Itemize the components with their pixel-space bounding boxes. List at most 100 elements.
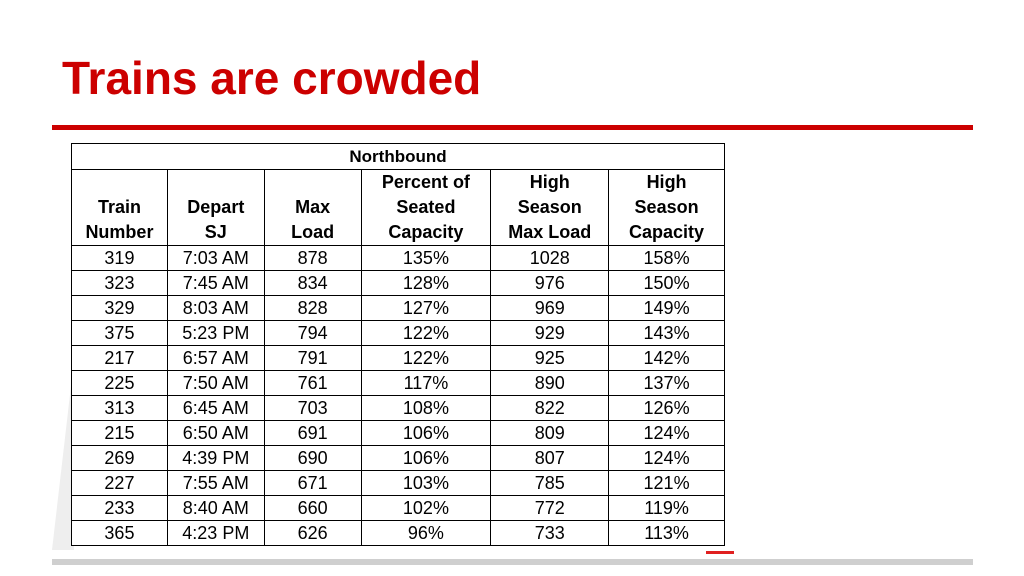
table-row: 313 6:45 AM 703 108% 822 126% bbox=[71, 395, 725, 421]
max-load-cell: 691 bbox=[263, 420, 362, 446]
high-season-max-load-cell: 772 bbox=[490, 495, 610, 521]
percent-seated-capacity-cell: 117% bbox=[360, 370, 492, 396]
column-header-line: SJ bbox=[204, 222, 227, 242]
percent-seated-capacity-cell: 122% bbox=[360, 345, 492, 371]
table-row: 319 7:03 AM 878 135% 1028 158% bbox=[71, 245, 725, 271]
high-season-max-load-cell: 929 bbox=[490, 320, 610, 346]
train-number-cell: 365 bbox=[71, 520, 168, 546]
table-row: 215 6:50 AM 691 106% 809 124% bbox=[71, 420, 725, 446]
depart-sj-cell: 8:40 AM bbox=[166, 495, 265, 521]
percent-seated-capacity-cell: 106% bbox=[360, 445, 492, 471]
high-season-max-load-cell: 976 bbox=[490, 270, 610, 296]
column-header-line: Number bbox=[85, 222, 154, 242]
percent-seated-capacity-cell: 122% bbox=[360, 320, 492, 346]
column-header: Percent of Seated Capacity bbox=[360, 169, 492, 246]
max-load-cell: 671 bbox=[263, 470, 362, 496]
high-season-capacity-cell: 124% bbox=[608, 420, 725, 446]
column-header: Max Load bbox=[263, 169, 362, 246]
high-season-max-load-cell: 809 bbox=[490, 420, 610, 446]
high-season-max-load-cell: 807 bbox=[490, 445, 610, 471]
train-number-cell: 375 bbox=[71, 320, 168, 346]
column-header-line: Train bbox=[97, 197, 141, 217]
max-load-cell: 626 bbox=[263, 520, 362, 546]
table-row: 233 8:40 AM 660 102% 772 119% bbox=[71, 495, 725, 521]
slide-title: Trains are crowded bbox=[62, 52, 482, 104]
depart-sj-cell: 7:50 AM bbox=[166, 370, 265, 396]
high-season-max-load-cell: 1028 bbox=[490, 245, 610, 271]
train-number-cell: 227 bbox=[71, 470, 168, 496]
depart-sj-cell: 4:23 PM bbox=[166, 520, 265, 546]
percent-seated-capacity-cell: 108% bbox=[360, 395, 492, 421]
high-season-max-load-cell: 925 bbox=[490, 345, 610, 371]
max-load-cell: 878 bbox=[263, 245, 362, 271]
percent-seated-capacity-cell: 106% bbox=[360, 420, 492, 446]
column-header-line: Max Load bbox=[508, 222, 592, 242]
max-load-cell: 791 bbox=[263, 345, 362, 371]
depart-sj-cell: 7:45 AM bbox=[166, 270, 265, 296]
table-row: 217 6:57 AM 791 122% 925 142% bbox=[71, 345, 725, 371]
column-header: High Season Capacity bbox=[608, 169, 725, 246]
column-header-line: High bbox=[529, 172, 570, 192]
high-season-capacity-cell: 150% bbox=[608, 270, 725, 296]
high-season-max-load-cell: 733 bbox=[490, 520, 610, 546]
high-season-max-load-cell: 969 bbox=[490, 295, 610, 321]
table-row: 329 8:03 AM 828 127% 969 149% bbox=[71, 295, 725, 321]
column-header-line: Season bbox=[634, 197, 699, 217]
column-header-line: Load bbox=[291, 222, 335, 242]
background-shading bbox=[52, 360, 74, 550]
depart-sj-cell: 7:55 AM bbox=[166, 470, 265, 496]
title-divider bbox=[52, 125, 973, 130]
table-row: 375 5:23 PM 794 122% 929 143% bbox=[71, 320, 725, 346]
column-header-line: Max bbox=[295, 197, 331, 217]
column-header-line: Depart bbox=[187, 197, 245, 217]
high-season-capacity-cell: 126% bbox=[608, 395, 725, 421]
column-header: Depart SJ bbox=[166, 169, 265, 246]
high-season-capacity-cell: 158% bbox=[608, 245, 725, 271]
depart-sj-cell: 4:39 PM bbox=[166, 445, 265, 471]
high-season-capacity-cell: 119% bbox=[608, 495, 725, 521]
high-season-max-load-cell: 785 bbox=[490, 470, 610, 496]
train-number-cell: 225 bbox=[71, 370, 168, 396]
high-season-capacity-cell: 113% bbox=[608, 520, 725, 546]
depart-sj-cell: 6:45 AM bbox=[166, 395, 265, 421]
high-season-capacity-cell: 121% bbox=[608, 470, 725, 496]
high-season-capacity-cell: 137% bbox=[608, 370, 725, 396]
train-number-cell: 319 bbox=[71, 245, 168, 271]
percent-seated-capacity-cell: 128% bbox=[360, 270, 492, 296]
column-header-line: Percent of bbox=[381, 172, 470, 192]
max-load-cell: 690 bbox=[263, 445, 362, 471]
column-header: High Season Max Load bbox=[490, 169, 610, 246]
max-load-cell: 828 bbox=[263, 295, 362, 321]
high-season-max-load-cell: 822 bbox=[490, 395, 610, 421]
train-number-cell: 313 bbox=[71, 395, 168, 421]
red-accent-mark bbox=[706, 551, 734, 554]
high-season-capacity-cell: 142% bbox=[608, 345, 725, 371]
group-header-northbound: Northbound bbox=[71, 143, 725, 170]
max-load-cell: 761 bbox=[263, 370, 362, 396]
train-number-cell: 329 bbox=[71, 295, 168, 321]
column-header-line: Capacity bbox=[629, 222, 705, 242]
train-number-cell: 215 bbox=[71, 420, 168, 446]
percent-seated-capacity-cell: 127% bbox=[360, 295, 492, 321]
train-number-cell: 323 bbox=[71, 270, 168, 296]
column-header-line: Season bbox=[517, 197, 582, 217]
table-row: 225 7:50 AM 761 117% 890 137% bbox=[71, 370, 725, 396]
max-load-cell: 834 bbox=[263, 270, 362, 296]
percent-seated-capacity-cell: 96% bbox=[360, 520, 492, 546]
column-header-line: High bbox=[646, 172, 687, 192]
depart-sj-cell: 6:50 AM bbox=[166, 420, 265, 446]
table-row: 365 4:23 PM 626 96% 733 113% bbox=[71, 520, 725, 546]
northbound-train-table: Northbound Train Number Depart SJ Max Load Per… bbox=[71, 143, 725, 546]
train-number-cell: 217 bbox=[71, 345, 168, 371]
max-load-cell: 794 bbox=[263, 320, 362, 346]
group-header-row: Northbound bbox=[71, 143, 725, 170]
percent-seated-capacity-cell: 103% bbox=[360, 470, 492, 496]
percent-seated-capacity-cell: 102% bbox=[360, 495, 492, 521]
train-number-cell: 233 bbox=[71, 495, 168, 521]
high-season-capacity-cell: 149% bbox=[608, 295, 725, 321]
table-row: 269 4:39 PM 690 106% 807 124% bbox=[71, 445, 725, 471]
column-header-line: Capacity bbox=[388, 222, 464, 242]
footer-divider bbox=[52, 559, 973, 565]
max-load-cell: 703 bbox=[263, 395, 362, 421]
max-load-cell: 660 bbox=[263, 495, 362, 521]
